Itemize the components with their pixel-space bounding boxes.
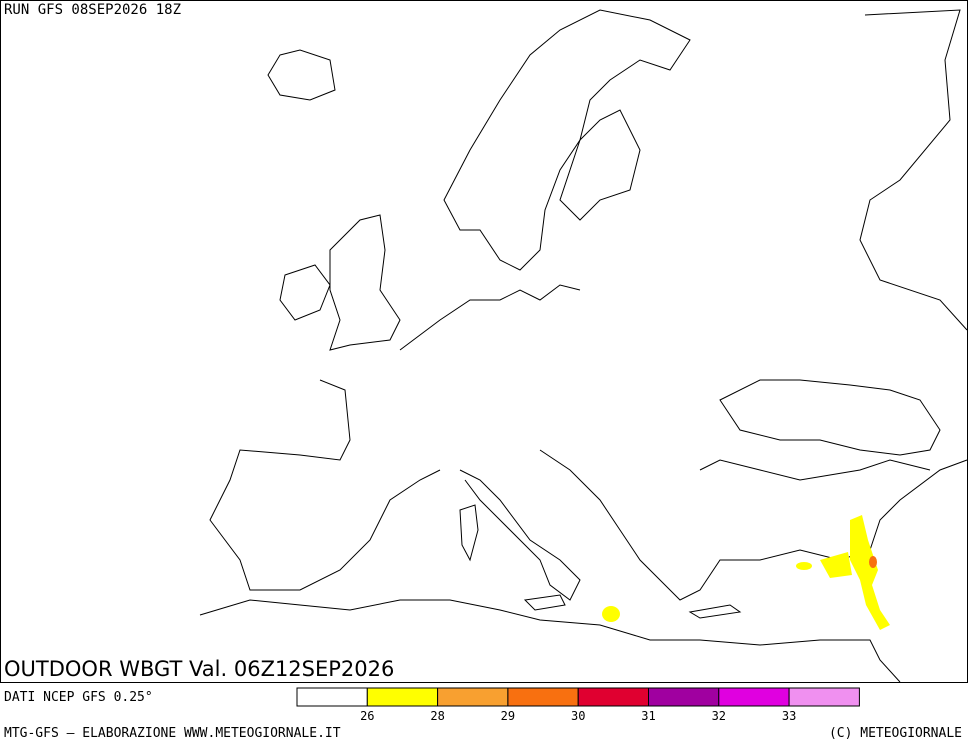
legend-tick-label: 31	[641, 709, 655, 723]
legend-swatch	[577, 687, 650, 707]
legend-tick-label: 32	[712, 709, 726, 723]
legend-swatch	[718, 687, 790, 707]
footer-right: (C) METEOGIORNALE	[829, 726, 962, 741]
footer-left: MTG-GFS — ELABORAZIONE WWW.METEOGIORNALE…	[4, 726, 341, 741]
legend-swatch	[437, 687, 509, 707]
run-label: RUN GFS 08SEP2026 18Z	[4, 2, 181, 18]
legend-tick-label: 28	[430, 709, 444, 723]
legend-swatch	[366, 687, 439, 707]
legend-swatch	[507, 687, 579, 707]
legend: 26 28 29 30 31 32 33	[296, 687, 860, 723]
map-frame	[0, 0, 968, 683]
legend-swatch	[296, 687, 368, 707]
map-title: OUTDOOR WBGT Val. 06Z12SEP2026	[4, 657, 394, 681]
source-label: DATI NCEP GFS 0.25°	[4, 690, 153, 705]
legend-tick-label: 26	[360, 709, 374, 723]
legend-tick-label: 33	[782, 709, 796, 723]
legend-swatch	[788, 687, 860, 707]
legend-tick-label: 29	[501, 709, 515, 723]
wbgt-areas	[602, 515, 890, 630]
legend-tick-label: 30	[571, 709, 585, 723]
legend-swatch	[648, 687, 720, 707]
coastlines	[199, 9, 968, 683]
